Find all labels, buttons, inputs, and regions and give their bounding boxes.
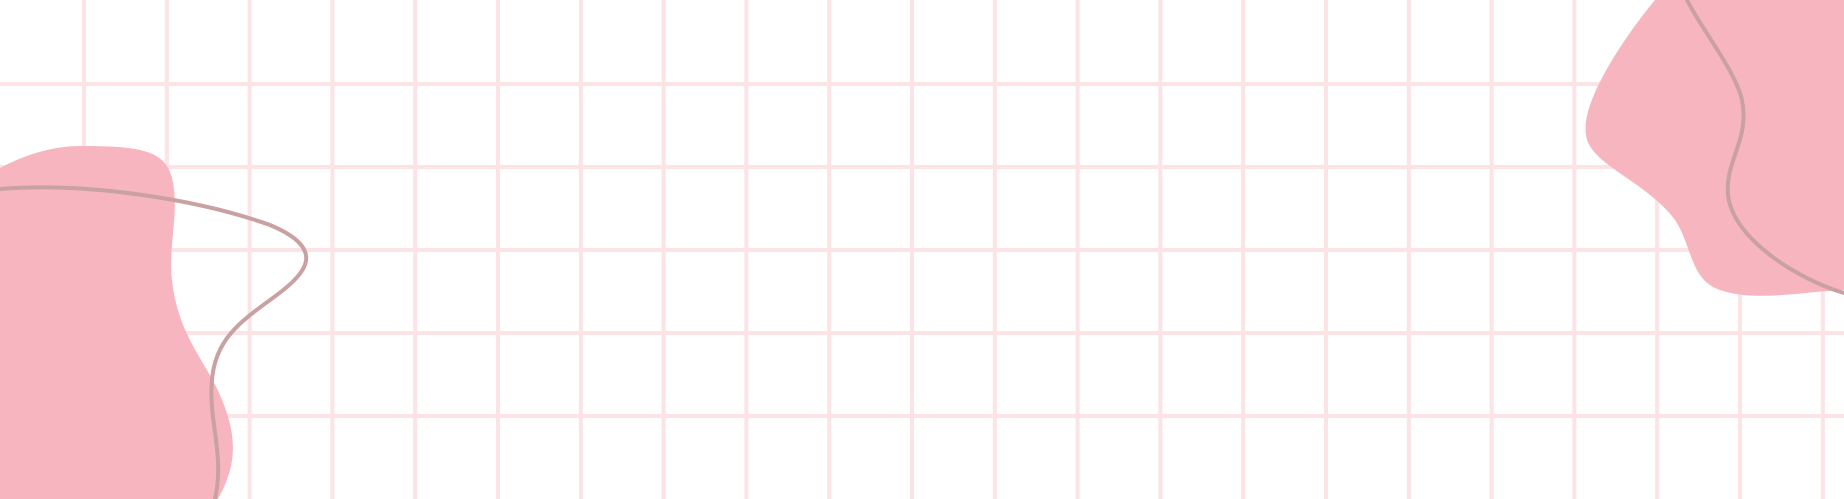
grid-horizontal-lines	[0, 82, 1844, 418]
right-blob-shape	[1585, 0, 1844, 296]
left-squiggle-line	[0, 185, 309, 499]
left-blob-shape	[0, 146, 233, 499]
right-squiggle-line	[1685, 0, 1844, 295]
